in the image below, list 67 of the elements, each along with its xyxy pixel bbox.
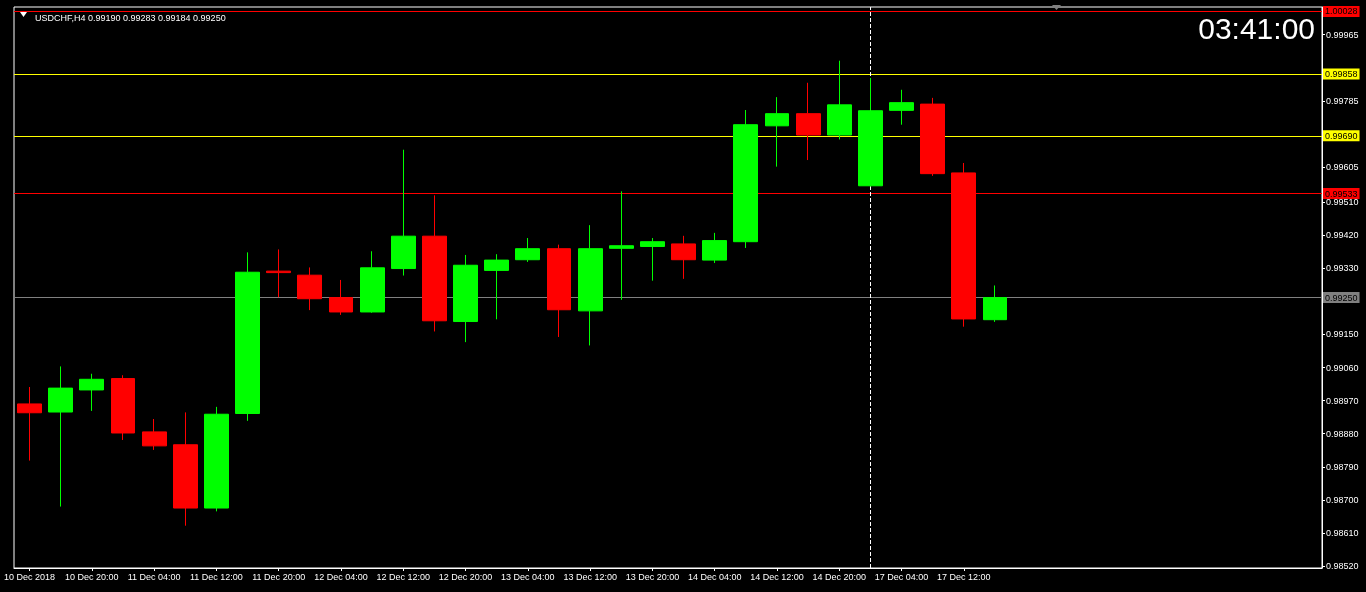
candlestick <box>702 232 727 264</box>
x-tick-label: 10 Dec 2018 <box>4 571 56 582</box>
ref-line-label: 0.99533 <box>1325 188 1358 199</box>
y-tick-label: 0.99420 <box>1326 230 1359 241</box>
x-tick-label: 11 Dec 04:00 <box>127 571 181 582</box>
x-tick-label: 12 Dec 20:00 <box>438 571 493 582</box>
candlestick <box>266 248 291 298</box>
y-tick-label: 0.98520 <box>1326 561 1359 572</box>
x-tick-label: 12 Dec 12:00 <box>376 571 431 582</box>
candlestick <box>515 237 540 263</box>
ref-line-label: 1.00028 <box>1325 6 1358 17</box>
candlestick <box>765 96 789 168</box>
candlestick <box>297 266 322 311</box>
candlestick <box>235 251 260 422</box>
ref-line-label: 0.99858 <box>1325 68 1358 79</box>
candlestick <box>17 386 42 462</box>
x-tick-label: 11 Dec 12:00 <box>189 571 243 582</box>
y-tick-label: 0.99060 <box>1326 362 1359 373</box>
x-tick-label: 12 Dec 04:00 <box>314 571 368 582</box>
candlestick <box>609 190 634 301</box>
candlestick <box>142 418 167 451</box>
y-tick-label: 0.98790 <box>1326 461 1359 472</box>
x-tick-label: 17 Dec 12:00 <box>937 571 991 582</box>
candlestick <box>360 250 385 314</box>
ref-line-label: 0.99250 <box>1325 292 1358 303</box>
y-tick-label: 0.99150 <box>1326 329 1359 340</box>
candlestick <box>640 237 665 282</box>
annotation: 03:41:00 <box>1198 11 1315 45</box>
candlestick <box>111 374 135 441</box>
x-tick-label: 10 Dec 20:00 <box>65 571 119 582</box>
candlestick <box>173 411 198 527</box>
candlestick <box>983 284 1007 323</box>
candlestick <box>733 109 758 249</box>
x-tick-label: 14 Dec 20:00 <box>812 571 867 582</box>
candlestick <box>671 235 696 280</box>
y-tick-label: 0.99965 <box>1326 29 1359 40</box>
y-tick-label: 0.99330 <box>1326 263 1359 274</box>
candlestick <box>329 279 353 316</box>
y-tick-label: 0.98700 <box>1326 494 1359 505</box>
y-tick-label: 0.98880 <box>1326 428 1359 439</box>
candlestick <box>827 60 852 140</box>
x-tick-label: 17 Dec 04:00 <box>874 571 929 582</box>
candlestick <box>391 149 416 277</box>
candlestick <box>920 97 945 177</box>
y-tick-label: 0.98610 <box>1326 528 1359 539</box>
text: USDCHF,H4 0.99190 0.99283 0.99184 0.99250 <box>35 12 226 23</box>
candlestick <box>858 77 883 188</box>
candlestick <box>796 82 821 161</box>
x-tick-label: 14 Dec 12:00 <box>750 571 804 582</box>
y-tick-label: 0.99605 <box>1326 162 1359 173</box>
y-tick-label: 0.99785 <box>1326 95 1359 106</box>
candlestick <box>484 253 509 320</box>
candlestick <box>578 224 603 346</box>
y-tick-label: 0.99510 <box>1326 196 1359 207</box>
x-tick-label: 14 Dec 04:00 <box>687 571 742 582</box>
y-tick-label: 0.98970 <box>1326 395 1359 406</box>
x-tick-label: 13 Dec 04:00 <box>501 571 555 582</box>
ref-line-label: 0.99690 <box>1325 130 1358 141</box>
candlestick <box>48 365 73 508</box>
candlestick <box>79 373 104 412</box>
candlestick <box>889 89 914 126</box>
x-tick-label: 11 Dec 20:00 <box>252 571 306 582</box>
candlestick <box>547 244 571 338</box>
candlestick <box>204 406 229 512</box>
x-tick-label: 13 Dec 20:00 <box>625 571 680 582</box>
x-tick-label: 13 Dec 12:00 <box>563 571 617 582</box>
candlestick <box>453 254 478 343</box>
